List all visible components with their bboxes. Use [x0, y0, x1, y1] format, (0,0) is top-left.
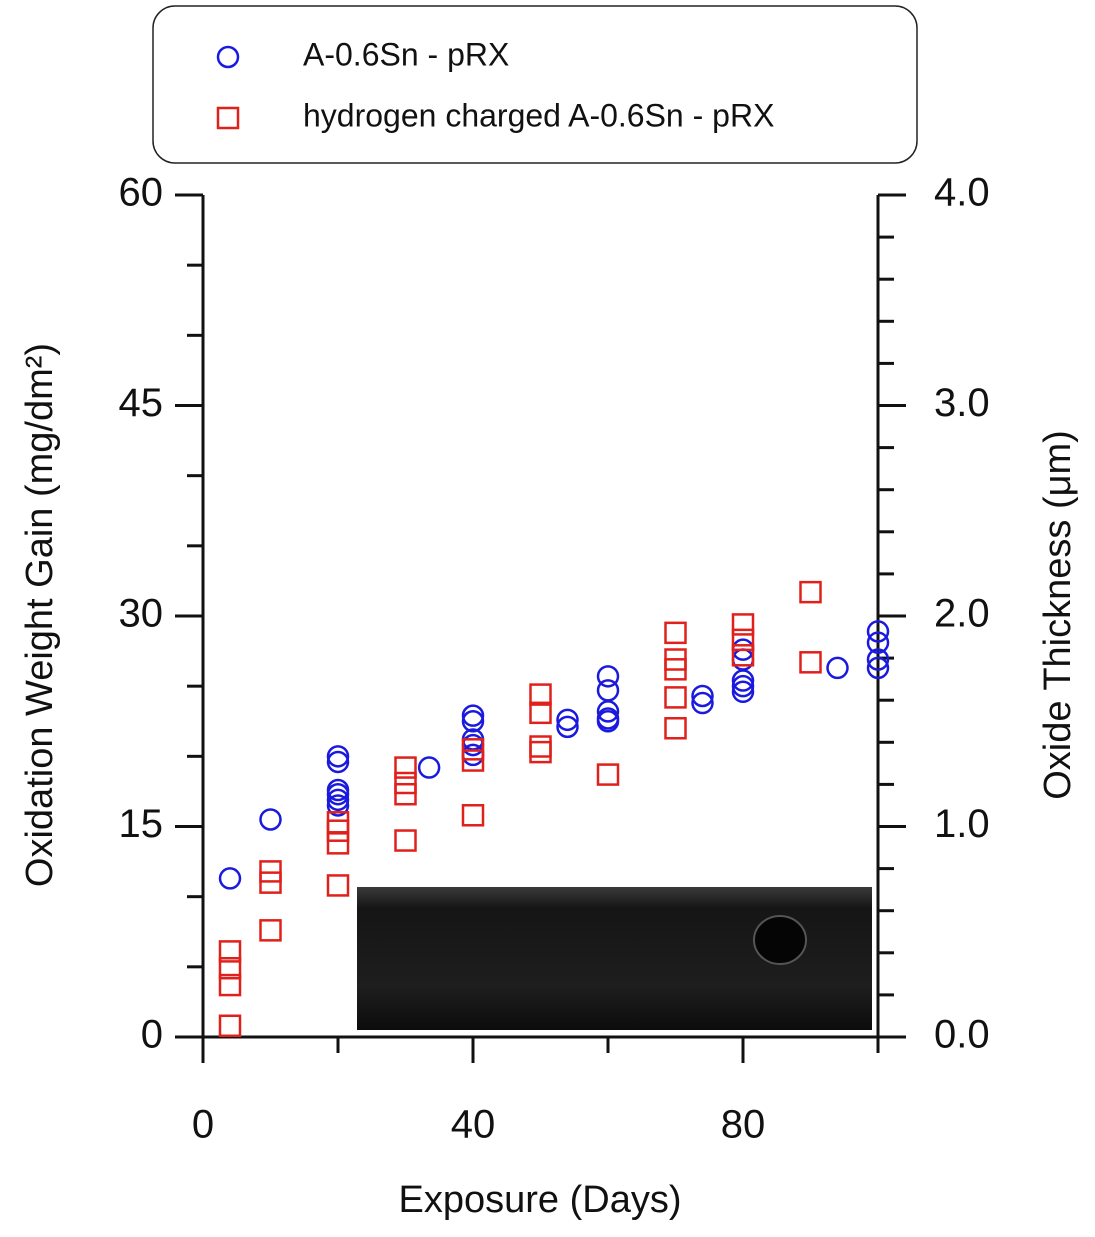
marker-circle	[461, 710, 485, 733]
marker-circle	[596, 710, 620, 733]
marker-circle	[596, 700, 620, 723]
marker-square	[664, 621, 687, 645]
marker-square	[461, 749, 485, 772]
marker-circle	[731, 674, 755, 698]
x-tick-label: 0	[192, 1103, 214, 1147]
marker-square	[529, 701, 552, 725]
marker-square	[529, 740, 552, 764]
marker-circle	[556, 715, 579, 739]
marker-square	[394, 782, 417, 806]
marker-circle	[556, 708, 579, 732]
marker-square	[799, 580, 822, 604]
y-axis-title: Oxidation Weight Gain (mg/dm²)	[19, 343, 61, 887]
marker-square	[259, 871, 282, 894]
marker-circle	[731, 669, 755, 692]
marker-square	[664, 717, 687, 740]
marker-square	[326, 874, 350, 897]
legend-marker	[216, 45, 240, 69]
marker-square	[218, 940, 242, 963]
marker-circle	[691, 691, 714, 715]
marker-circle	[326, 745, 350, 768]
y2-tick-label: 3.0	[934, 381, 990, 425]
marker-square	[259, 919, 282, 942]
marker-square	[731, 613, 755, 636]
legend-box	[152, 5, 918, 164]
marker-square	[596, 763, 620, 786]
marker-square	[529, 683, 552, 706]
marker-square	[326, 832, 350, 855]
legend-marker	[216, 106, 240, 130]
y2-tick-label: 4.0	[934, 171, 990, 215]
marker-circle	[326, 788, 350, 812]
marker-square	[218, 956, 242, 980]
y2-tick-label: 0.0	[934, 1013, 990, 1057]
x-tick-label: 80	[721, 1103, 766, 1147]
y2-axis-title: Oxide Thickness (μm)	[1037, 430, 1079, 800]
y2-tick-label: 1.0	[934, 802, 990, 846]
marker-square	[394, 756, 417, 779]
marker-circle	[866, 631, 890, 654]
x-axis-title: Exposure (Days)	[399, 1179, 682, 1221]
y-tick-label: 60	[119, 171, 164, 215]
marker-circle	[259, 808, 282, 831]
marker-square	[664, 686, 687, 709]
marker-circle	[461, 704, 485, 727]
legend-label: A-0.6Sn - pRX	[303, 36, 509, 72]
x-tick-label: 40	[451, 1103, 496, 1147]
marker-circle	[866, 648, 890, 671]
marker-circle	[691, 684, 714, 708]
marker-square	[394, 829, 417, 852]
marker-circle	[826, 656, 849, 680]
marker-circle	[326, 782, 350, 806]
marker-square	[326, 819, 350, 842]
marker-circle	[326, 750, 350, 774]
marker-circle	[326, 794, 350, 817]
y-tick-label: 15	[119, 802, 164, 846]
marker-circle	[596, 665, 620, 688]
marker-circle	[596, 679, 620, 702]
marker-square	[461, 804, 485, 827]
marker-circle	[417, 756, 441, 779]
y2-tick-label: 2.0	[934, 592, 990, 636]
marker-square	[731, 644, 755, 667]
marker-square	[218, 973, 242, 997]
marker-square	[529, 735, 552, 758]
y-tick-label: 30	[119, 592, 164, 636]
marker-circle	[731, 680, 755, 704]
legend-label: hydrogen charged A-0.6Sn - pRX	[303, 97, 774, 133]
marker-square	[799, 651, 822, 674]
marker-circle	[866, 620, 890, 643]
marker-square	[218, 1014, 242, 1038]
marker-circle	[218, 867, 242, 890]
marker-circle	[866, 656, 890, 680]
marker-square	[664, 658, 687, 681]
inset-photo	[357, 887, 872, 1030]
y-tick-label: 45	[119, 381, 164, 425]
y-tick-label: 0	[141, 1013, 163, 1057]
marker-square	[731, 628, 755, 652]
